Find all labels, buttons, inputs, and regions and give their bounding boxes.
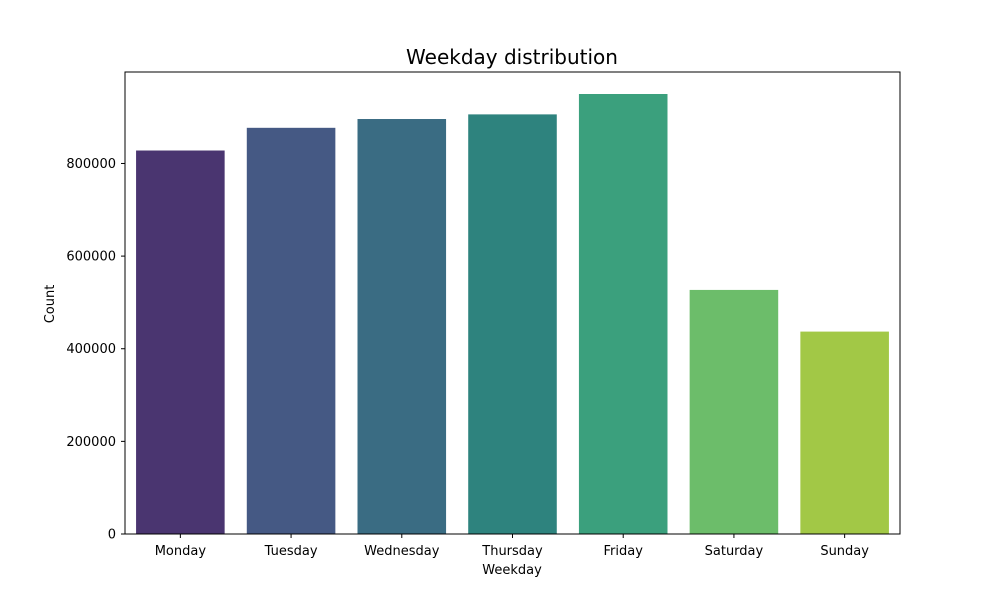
bar-friday bbox=[578, 94, 668, 534]
bar-saturday bbox=[689, 289, 779, 534]
y-tick-label: 800000 bbox=[66, 157, 116, 172]
y-tick-label: 600000 bbox=[66, 250, 116, 265]
x-tick-label: Thursday bbox=[481, 544, 543, 559]
x-axis-label: Weekday bbox=[482, 563, 542, 578]
bars-group bbox=[136, 94, 889, 534]
bar-wednesday bbox=[357, 119, 447, 534]
x-tick-label: Friday bbox=[604, 544, 644, 559]
x-tick-label: Monday bbox=[155, 544, 207, 559]
y-axis: 0 200000 400000 600000 800000 bbox=[66, 157, 125, 543]
bar-monday bbox=[136, 150, 225, 534]
x-tick-label: Sunday bbox=[820, 544, 869, 559]
bar-tuesday bbox=[246, 127, 336, 534]
y-tick-label: 400000 bbox=[66, 342, 116, 357]
x-tick-label: Saturday bbox=[705, 544, 764, 559]
y-axis-label: Count bbox=[43, 285, 58, 324]
bar-thursday bbox=[468, 114, 557, 534]
x-axis: Monday Tuesday Wednesday Thursday Friday Satu… bbox=[155, 534, 869, 559]
y-tick-label: 0 bbox=[108, 528, 116, 543]
x-tick-label: Tuesday bbox=[264, 544, 318, 559]
x-tick-label: Wednesday bbox=[364, 544, 440, 559]
chart-title: Weekday distribution bbox=[406, 45, 618, 69]
y-tick-label: 200000 bbox=[66, 435, 116, 450]
bar-sunday bbox=[800, 331, 889, 534]
